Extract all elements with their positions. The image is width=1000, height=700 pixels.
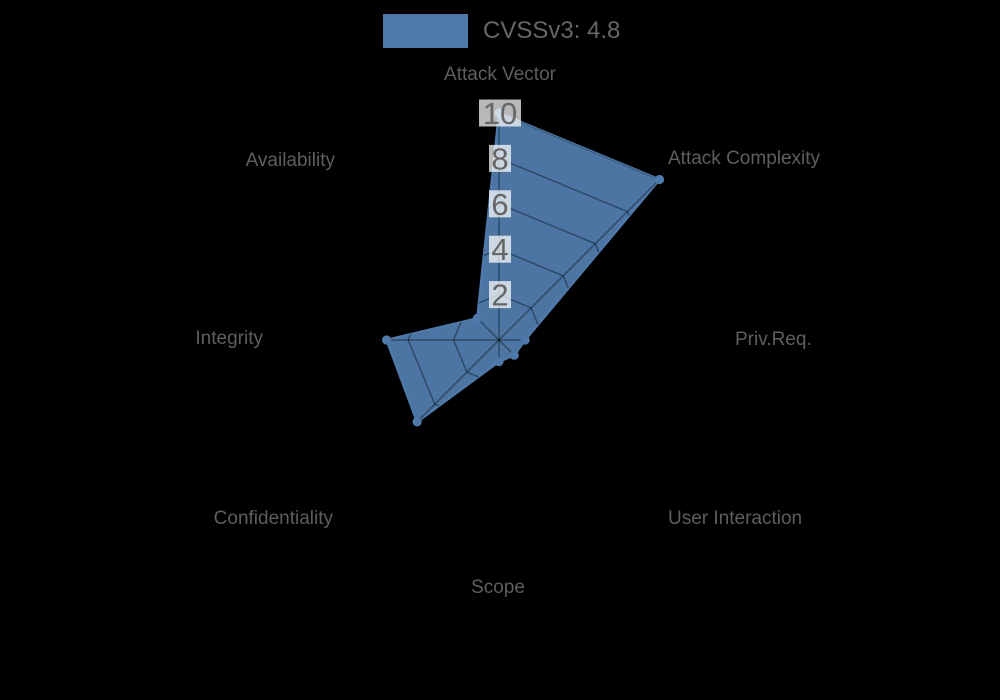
vertex-dot-1 [654,174,665,185]
axis-label-scope: Scope [471,577,525,598]
axis-label-attack-vector: Attack Vector [444,64,556,85]
axis-label-integrity: Integrity [195,328,263,349]
axis-label-priv-req: Priv.Req. [735,329,812,350]
tick-label-8: 8 [491,141,508,176]
vertex-dot-4 [494,357,504,367]
tick-label-2: 2 [491,278,508,313]
axis-label-attack-complexity: Attack Complexity [668,148,821,169]
axis-label-availability: Availability [245,150,335,171]
axis-label-confidentiality: Confidentiality [213,508,333,529]
tick-backdrop-8 [489,144,511,172]
chart-legend[interactable]: CVSSv3: 4.8 [383,14,620,48]
grid-spoke [498,178,660,341]
legend-swatch [383,14,468,48]
grid-spoke [498,339,660,422]
tick-backdrop-6 [489,190,511,218]
tick-label-6: 6 [491,187,508,222]
radar-series-polygon [385,111,661,424]
vertex-dot-3 [509,350,519,360]
tick-backdrop-4 [489,235,511,263]
tick-backdrop-2 [489,281,511,309]
vertex-dot-6 [382,335,392,345]
tick-label-10: 10 [483,96,517,131]
vertex-dot-5 [412,417,422,427]
vertex-dot-7 [472,313,482,323]
legend-label: CVSSv3: 4.8 [483,17,621,44]
axis-label-user-interaction: User Interaction [668,508,803,529]
vertex-dot-2 [520,335,530,345]
tick-label-4: 4 [491,232,508,267]
tick-backdrop-10 [479,99,521,127]
